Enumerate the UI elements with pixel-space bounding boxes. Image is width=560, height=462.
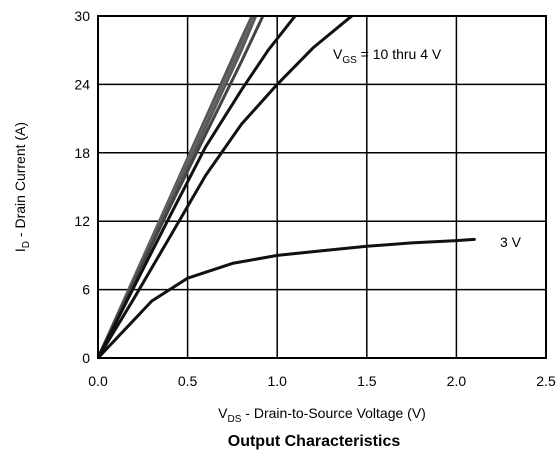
x-tick-label: 2.0	[447, 373, 467, 389]
grid-lines	[98, 16, 546, 358]
y-axis-title: ID - Drain Current (A)	[12, 122, 32, 252]
x-tick-label: 1.5	[357, 373, 377, 389]
series-line-4	[98, 16, 265, 358]
y-tick-label: 0	[82, 350, 90, 366]
annotation-vgs-range: VGS = 10 thru 4 V	[333, 46, 442, 66]
x-tick-label: 0.0	[88, 373, 108, 389]
x-tick-label: 1.0	[267, 373, 287, 389]
annotation-vgs-3v: 3 V	[500, 234, 522, 250]
y-tick-labels: 0 6 12 18 24 30	[74, 8, 90, 366]
y-tick-label: 6	[82, 282, 90, 298]
series-line-7	[98, 237, 476, 358]
y-tick-label: 30	[74, 8, 90, 24]
x-tick-labels: 0.0 0.5 1.0 1.5 2.0 2.5	[88, 373, 556, 389]
y-tick-label: 24	[74, 76, 90, 92]
y-tick-label: 12	[74, 213, 90, 229]
y-tick-label: 18	[74, 145, 90, 161]
x-tick-label: 0.5	[178, 373, 198, 389]
series-line-6	[98, 16, 355, 358]
x-axis-title: VDS - Drain-to-Source Voltage (V)	[218, 405, 426, 425]
plot-frame	[97, 15, 547, 359]
chart-caption: Output Characteristics	[228, 433, 401, 450]
series-lines	[98, 16, 476, 358]
series-line-5	[98, 16, 297, 358]
x-tick-label: 2.5	[536, 373, 556, 389]
